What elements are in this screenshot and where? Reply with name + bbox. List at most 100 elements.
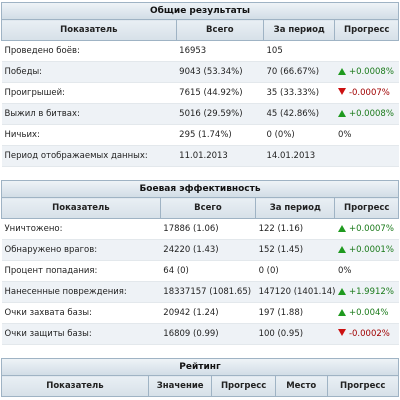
column-header[interactable]: За период (262, 19, 336, 41)
arrow-up-icon (337, 110, 346, 117)
row-period: 100 (0.95) (255, 323, 335, 345)
row-label: Процент попадания: (1, 260, 161, 282)
row-period: 45 (42.86%) (263, 103, 335, 125)
row-total: 17886 (1.06) (160, 218, 256, 240)
rating-title: Рейтинг (1, 358, 399, 375)
row-progress (334, 145, 399, 167)
rating-table: Показатель Значение Прогресс Место Прогр… (1, 375, 400, 397)
row-total: 295 (1.74%) (176, 124, 264, 146)
progress-value: -0.0007% (348, 88, 390, 98)
row-progress: +0.0008% (334, 61, 399, 83)
row-label: Проигрышей: (1, 82, 177, 104)
column-header[interactable]: Прогресс (334, 19, 399, 41)
battle-efficiency-table: Показатель Всего За период Прогресс Унич… (1, 197, 399, 345)
row-total: 64 (0) (160, 260, 256, 282)
battle-efficiency-title: Боевая эффективность (1, 180, 399, 197)
table-row: Обнаружено врагов: 24220 (1.43) 152 (1.45)… (1, 239, 399, 261)
table-row: Победы: 9043 (53.34%) 70 (66.67%) +0.0008% (1, 61, 399, 83)
table-row: Проведено боёв: 16953 105 (1, 40, 399, 62)
row-period: 105 (263, 40, 335, 62)
row-progress: +0.0007% (334, 218, 399, 240)
row-label: Очки защиты базы: (1, 323, 161, 345)
table-row: Период отображаемых данных: 11.01.2013 14.… (1, 145, 399, 167)
progress-value: +0.0008% (348, 109, 394, 119)
table-row: Проигрышей: 7615 (44.92%) 35 (33.33%) -0.00… (1, 82, 399, 104)
table-row: Очки захвата базы: 20942 (1.24) 197 (1.88)… (1, 302, 399, 324)
row-progress: 0% (334, 124, 399, 146)
column-header[interactable]: Показатель (1, 19, 177, 41)
row-period: 152 (1.45) (255, 239, 335, 261)
column-header[interactable]: Прогресс (326, 375, 400, 397)
table-row: Процент попадания: 64 (0) 0 (0) 0% (1, 260, 399, 282)
progress-value: 0% (337, 130, 352, 140)
column-header[interactable]: Показатель (1, 197, 161, 219)
row-total: 5016 (29.59%) (176, 103, 264, 125)
progress-value: +0.0001% (348, 245, 394, 255)
progress-value: +1.9912% (348, 287, 394, 297)
column-header[interactable]: Всего (175, 19, 265, 41)
row-total: 7615 (44.92%) (176, 82, 264, 104)
row-progress: -0.0007% (334, 82, 399, 104)
arrow-up-icon (337, 68, 346, 75)
table-row: Ничьих: 295 (1.74%) 0 (0%) 0% (1, 124, 399, 146)
table-header-row: Показатель Значение Прогресс Место Прогр… (1, 375, 400, 397)
row-label: Проведено боёв: (1, 40, 177, 62)
column-header[interactable]: Прогресс (211, 375, 276, 397)
table-row: Уничтожено: 17886 (1.06) 122 (1.16) +0.0007… (1, 218, 399, 240)
row-period: 14.01.2013 (263, 145, 335, 167)
row-label: Период отображаемых данных: (1, 145, 177, 167)
row-label: Очки захвата базы: (1, 302, 161, 324)
overall-results-table: Показатель Всего За период Прогресс Пров… (1, 19, 399, 167)
arrow-up-icon (337, 225, 346, 232)
column-header[interactable]: Прогресс (334, 197, 399, 219)
row-period: 35 (33.33%) (263, 82, 335, 104)
progress-value: +0.004% (348, 308, 389, 318)
overall-results-title: Общие результаты (1, 2, 399, 19)
column-header[interactable]: Место (274, 375, 328, 397)
row-period: 70 (66.67%) (263, 61, 335, 83)
row-total: 9043 (53.34%) (176, 61, 264, 83)
column-header[interactable]: Всего (159, 197, 257, 219)
row-progress: 0% (334, 260, 399, 282)
row-progress: +0.0008% (334, 103, 399, 125)
row-progress: +1.9912% (334, 281, 399, 303)
row-label: Победы: (1, 61, 177, 83)
table-row: Выжил в битвах: 5016 (29.59%) 45 (42.86%) +… (1, 103, 399, 125)
arrow-down-icon (337, 88, 346, 95)
row-period: 0 (0%) (263, 124, 335, 146)
row-period: 147120 (1401.14) (255, 281, 335, 303)
row-label: Нанесенные повреждения: (1, 281, 161, 303)
progress-value: -0.0002% (348, 329, 390, 339)
arrow-up-icon (337, 246, 346, 253)
row-label: Ничьих: (1, 124, 177, 146)
arrow-up-icon (337, 309, 346, 316)
row-total: 11.01.2013 (176, 145, 264, 167)
overall-results-panel: Общие результаты Показатель Всего За пер… (1, 2, 399, 167)
row-label: Выжил в битвах: (1, 103, 177, 125)
column-header[interactable]: За период (255, 197, 336, 219)
progress-value: +0.0007% (348, 224, 394, 234)
arrow-up-icon (337, 288, 346, 295)
row-progress (334, 40, 399, 62)
row-label: Обнаружено врагов: (1, 239, 161, 261)
row-period: 122 (1.16) (255, 218, 335, 240)
progress-value: 0% (337, 266, 352, 276)
row-label: Уничтожено: (1, 218, 161, 240)
rating-panel: Рейтинг Показатель Значение Прогресс Мес… (1, 358, 400, 397)
row-period: 197 (1.88) (255, 302, 335, 324)
row-total: 18337157 (1081.65) (160, 281, 256, 303)
row-total: 16809 (0.99) (160, 323, 256, 345)
row-progress: -0.0002% (334, 323, 399, 345)
row-total: 24220 (1.43) (160, 239, 256, 261)
battle-efficiency-panel: Боевая эффективность Показатель Всего За… (1, 180, 399, 345)
row-progress: +0.0001% (334, 239, 399, 261)
row-total: 16953 (176, 40, 264, 62)
arrow-down-icon (337, 329, 346, 336)
table-row: Очки защиты базы: 16809 (0.99) 100 (0.95) -… (1, 323, 399, 345)
table-header-row: Показатель Всего За период Прогресс (1, 19, 399, 41)
row-progress: +0.004% (334, 302, 399, 324)
progress-value: +0.0008% (348, 67, 394, 77)
column-header[interactable]: Показатель (1, 375, 149, 397)
column-header[interactable]: Значение (147, 375, 213, 397)
table-row: Нанесенные повреждения: 18337157 (1081.65… (1, 281, 399, 303)
